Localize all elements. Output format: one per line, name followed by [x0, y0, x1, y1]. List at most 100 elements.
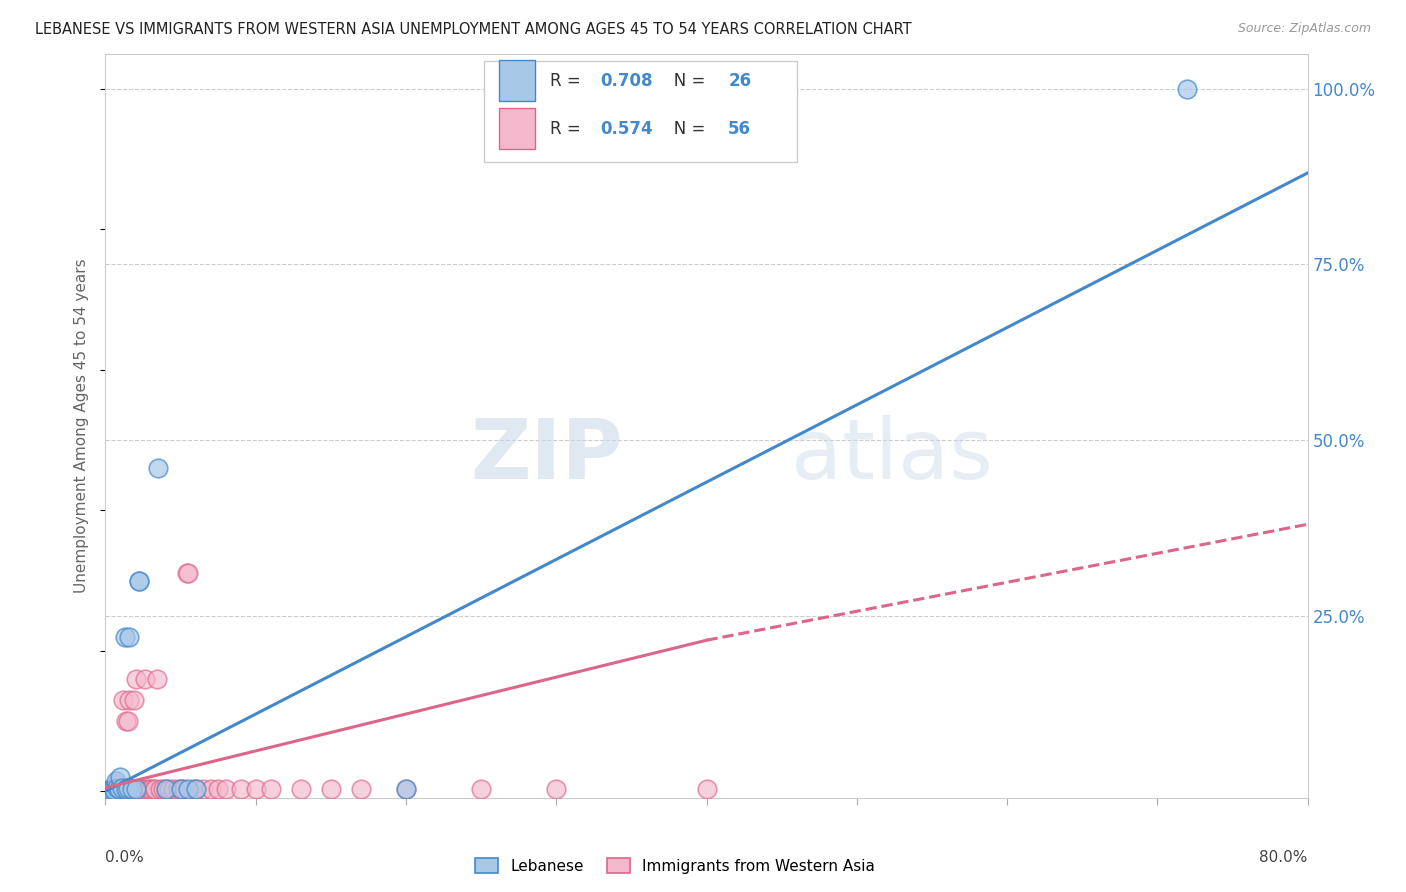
Text: LEBANESE VS IMMIGRANTS FROM WESTERN ASIA UNEMPLOYMENT AMONG AGES 45 TO 54 YEARS : LEBANESE VS IMMIGRANTS FROM WESTERN ASIA… — [35, 22, 911, 37]
Point — [110, 770, 132, 784]
Point — [200, 782, 222, 797]
Point — [100, 783, 122, 797]
Legend: Lebanese, Immigrants from Western Asia: Lebanese, Immigrants from Western Asia — [470, 852, 880, 880]
Point — [177, 566, 200, 581]
Point — [169, 782, 191, 797]
Text: atlas: atlas — [790, 415, 993, 496]
Point — [132, 782, 155, 797]
Point — [138, 782, 160, 797]
Point — [157, 782, 180, 797]
Text: 0.574: 0.574 — [600, 120, 654, 138]
Point — [115, 714, 138, 728]
Text: ZIP: ZIP — [470, 415, 623, 496]
Point — [96, 783, 118, 797]
Point — [176, 566, 198, 581]
Point — [155, 782, 177, 797]
Point — [128, 782, 150, 797]
Point — [177, 782, 200, 797]
Point — [117, 714, 139, 728]
Point — [124, 672, 146, 686]
Point — [117, 780, 139, 795]
Point — [128, 574, 150, 588]
Point — [96, 783, 118, 797]
Point — [121, 782, 143, 797]
FancyBboxPatch shape — [499, 109, 534, 150]
Point — [124, 782, 146, 797]
Text: R =: R = — [550, 120, 586, 138]
Point — [108, 782, 131, 797]
Point — [142, 782, 165, 797]
Point — [114, 630, 136, 644]
Point — [181, 782, 204, 797]
Point — [155, 782, 177, 797]
Point — [104, 782, 127, 797]
Point — [98, 783, 121, 797]
Point — [696, 782, 718, 797]
Point — [207, 782, 229, 797]
Point — [173, 782, 195, 797]
Point — [134, 672, 156, 686]
Point — [470, 782, 492, 797]
Point — [350, 782, 373, 797]
Point — [245, 782, 267, 797]
Point — [107, 777, 129, 791]
Point — [103, 783, 125, 797]
Y-axis label: Unemployment Among Ages 45 to 54 years: Unemployment Among Ages 45 to 54 years — [75, 259, 90, 593]
Point — [122, 693, 145, 707]
Text: 80.0%: 80.0% — [1260, 850, 1308, 865]
Point — [104, 773, 127, 788]
Point — [260, 782, 283, 797]
Point — [114, 780, 136, 795]
Point — [111, 780, 134, 795]
Text: N =: N = — [658, 120, 711, 138]
Point — [148, 782, 170, 797]
Point — [112, 693, 135, 707]
Point — [143, 782, 166, 797]
Point — [184, 782, 207, 797]
Point — [166, 782, 188, 797]
Text: Source: ZipAtlas.com: Source: ZipAtlas.com — [1237, 22, 1371, 36]
Point — [546, 782, 568, 797]
Point — [103, 782, 125, 797]
Point — [152, 782, 174, 797]
Point — [395, 782, 418, 797]
Point — [1175, 81, 1198, 95]
Point — [98, 783, 121, 797]
Point — [128, 574, 150, 588]
Point — [97, 783, 120, 797]
Text: 0.708: 0.708 — [600, 71, 654, 90]
Point — [101, 782, 124, 797]
Point — [169, 782, 191, 797]
FancyBboxPatch shape — [499, 61, 534, 101]
FancyBboxPatch shape — [484, 61, 797, 161]
Point — [184, 782, 207, 797]
Point — [395, 782, 418, 797]
Text: R =: R = — [550, 71, 586, 90]
Point — [97, 783, 120, 797]
Point — [111, 780, 134, 795]
Text: 26: 26 — [728, 71, 751, 90]
Point — [100, 783, 122, 797]
Point — [121, 782, 143, 797]
Point — [290, 782, 312, 797]
Point — [139, 782, 162, 797]
Point — [319, 782, 342, 797]
Point — [191, 782, 214, 797]
Point — [129, 782, 152, 797]
Point — [110, 782, 132, 797]
Point — [118, 630, 141, 644]
Point — [101, 782, 124, 797]
Point — [108, 782, 131, 797]
Point — [145, 672, 167, 686]
Point — [146, 461, 169, 475]
Point — [120, 782, 142, 797]
Point — [118, 693, 141, 707]
Point — [107, 780, 129, 795]
Text: N =: N = — [658, 71, 711, 90]
Point — [115, 782, 138, 797]
Point — [229, 782, 252, 797]
Point — [136, 782, 159, 797]
Point — [162, 782, 184, 797]
Point — [214, 782, 236, 797]
Text: 0.0%: 0.0% — [105, 850, 145, 865]
